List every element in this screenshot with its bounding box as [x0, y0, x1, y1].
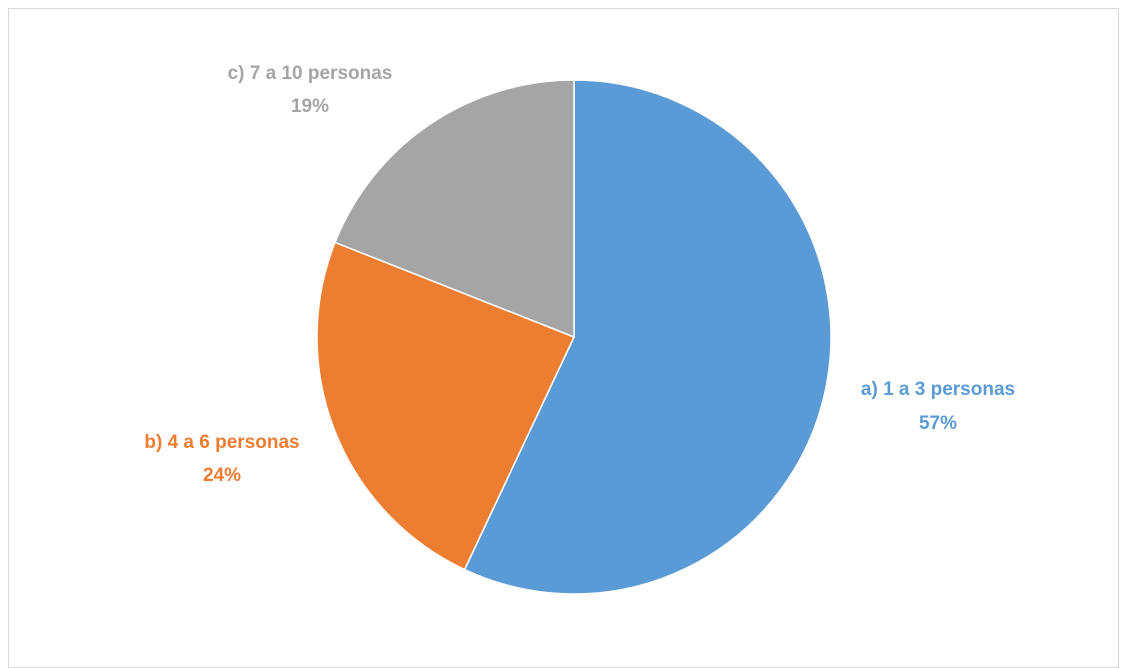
slice-value-b: 24% — [203, 465, 241, 486]
slice-label-b: b) 4 a 6 personas — [144, 432, 299, 453]
slice-label-c: c) 7 a 10 personas — [228, 63, 393, 84]
pie-slices — [316, 79, 832, 595]
pie-slice-b — [316, 241, 576, 571]
slice-value-a: 57% — [919, 413, 957, 434]
pie-slice-c — [334, 79, 575, 339]
slice-value-c: 19% — [291, 96, 329, 117]
slice-label-a: a) 1 a 3 personas — [861, 379, 1015, 400]
slice-labels: a) 1 a 3 personas 57% b) 4 a 6 personas … — [144, 63, 1015, 486]
pie-slice-a — [463, 79, 832, 595]
